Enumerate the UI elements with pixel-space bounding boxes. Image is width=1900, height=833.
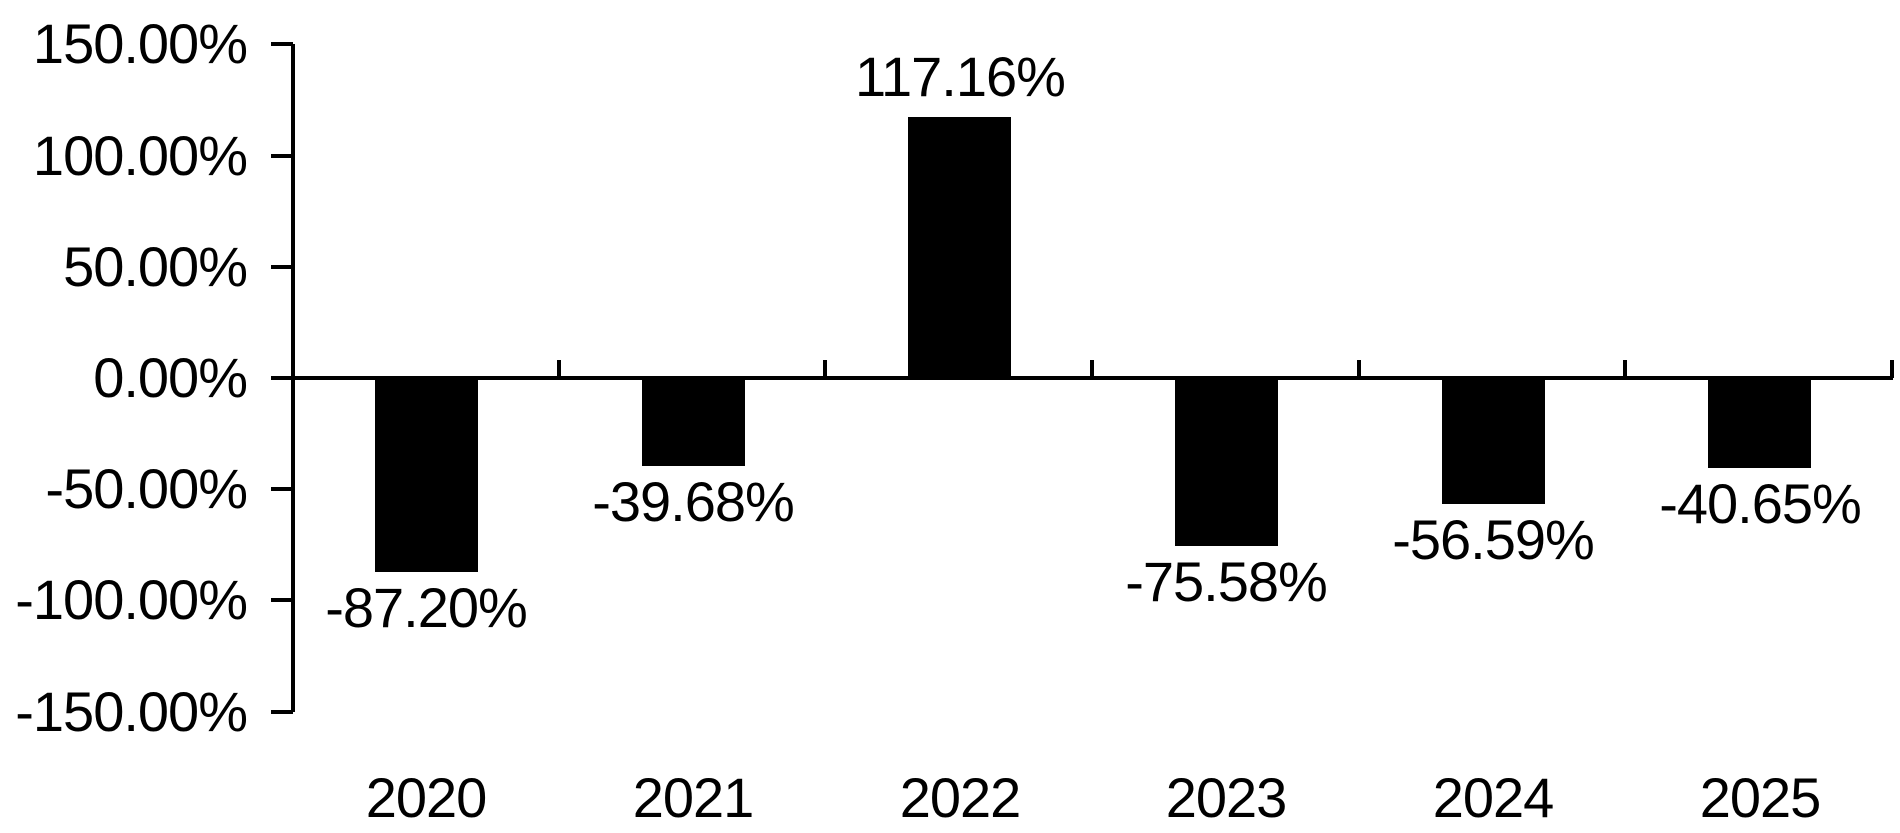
y-axis-tick	[271, 376, 293, 380]
bar-2024	[1442, 378, 1545, 504]
x-axis-category-label: 2025	[1699, 766, 1822, 829]
bar-value-label: -56.59%	[1392, 508, 1595, 571]
bar-2022	[908, 117, 1011, 378]
bar-2020	[375, 378, 478, 572]
x-axis-tick	[557, 360, 561, 378]
y-axis-tick-label: 50.00%	[63, 235, 248, 298]
y-axis-tick-label: 100.00%	[32, 124, 248, 187]
bar-2023	[1175, 378, 1278, 546]
x-axis-line	[293, 376, 1893, 380]
y-axis-tick	[271, 154, 293, 158]
y-axis-tick	[271, 265, 293, 269]
y-axis-tick-label: -150.00%	[15, 680, 248, 743]
bar-2021	[642, 378, 745, 466]
x-axis-category-label: 2020	[365, 766, 488, 829]
bar-value-label: -87.20%	[325, 576, 528, 639]
x-axis-tick	[1090, 360, 1094, 378]
y-axis-tick	[271, 710, 293, 714]
x-axis-category-label: 2022	[899, 766, 1022, 829]
bar-value-label: -75.58%	[1125, 550, 1328, 613]
y-axis-tick-label: -100.00%	[15, 568, 248, 631]
bar-value-label: -39.68%	[592, 470, 795, 533]
bar-value-label: -40.65%	[1659, 472, 1862, 535]
y-axis-tick	[271, 487, 293, 491]
bar-2025	[1708, 378, 1811, 468]
x-axis-category-label: 2023	[1165, 766, 1288, 829]
y-axis-tick-label: 0.00%	[93, 346, 248, 409]
x-axis-category-label: 2021	[632, 766, 755, 829]
y-axis-tick-label: -50.00%	[45, 457, 248, 520]
x-axis-tick	[1890, 360, 1894, 378]
x-axis-tick	[1357, 360, 1361, 378]
y-axis-tick	[271, 598, 293, 602]
y-axis-tick-label: 150.00%	[32, 12, 248, 75]
x-axis-category-label: 2024	[1432, 766, 1555, 829]
y-axis-tick	[271, 42, 293, 46]
x-axis-tick	[1623, 360, 1627, 378]
bar-value-label: 117.16%	[855, 45, 1066, 108]
x-axis-tick	[823, 360, 827, 378]
